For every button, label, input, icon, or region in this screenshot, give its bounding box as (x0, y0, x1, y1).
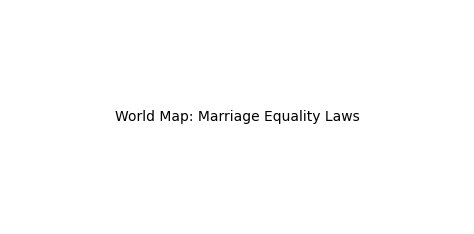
Text: World Map: Marriage Equality Laws: World Map: Marriage Equality Laws (115, 110, 359, 124)
